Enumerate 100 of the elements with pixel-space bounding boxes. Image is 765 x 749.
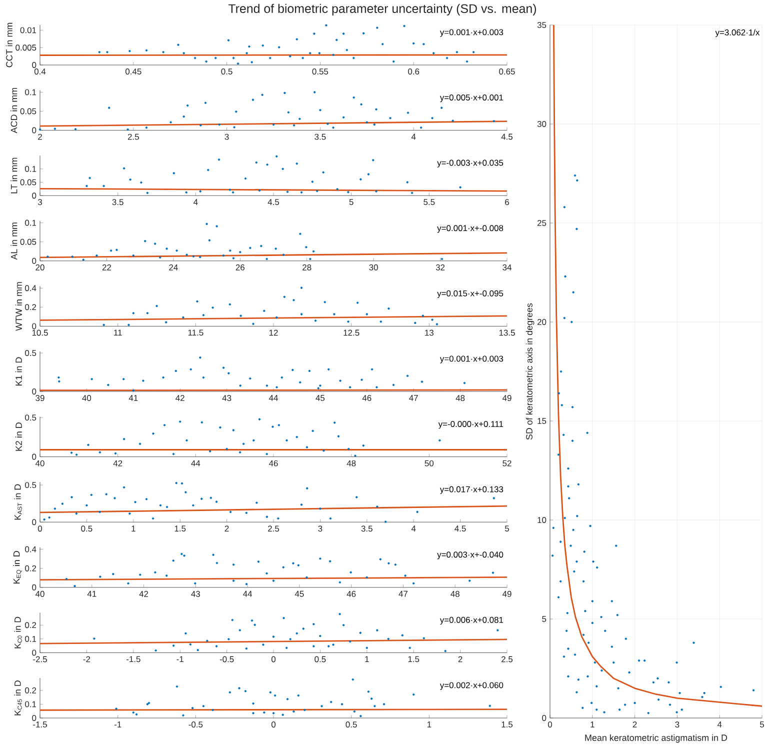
- annotation: y=0.003·x+-0.040: [437, 552, 504, 560]
- x-tick-label: 41: [87, 590, 96, 597]
- y-tick-label: 0.05: [20, 238, 36, 245]
- x-tick-label: 43: [222, 395, 232, 402]
- x-tick-label: 4: [717, 722, 722, 728]
- x-tick-label: 2: [458, 656, 462, 662]
- x-tick-label: 45: [316, 395, 325, 401]
- y-axis-title: K1 in D: [15, 357, 22, 386]
- y-tick-label: 0.1: [25, 701, 36, 708]
- x-tick-label: 24: [169, 264, 178, 270]
- y-tick-label: 10: [538, 517, 546, 523]
- y-tick-label: 0: [32, 62, 36, 68]
- x-tick-label: 5: [504, 526, 510, 532]
- x-tick-label: -2: [83, 656, 90, 662]
- x-tick-label: 40: [35, 590, 44, 597]
- y-tick-label: 0: [32, 454, 36, 460]
- x-tick-label: 49: [502, 395, 512, 402]
- x-tick-label: 0.5: [81, 526, 92, 532]
- annotation: y=0.015·x+-0.095: [437, 290, 504, 298]
- x-tick-label: 46: [268, 460, 278, 466]
- x-tick-label: 6: [505, 199, 509, 206]
- x-tick-label: 0: [548, 722, 552, 728]
- x-tick-label: 12: [269, 330, 278, 336]
- x-tick-label: 40: [82, 395, 92, 402]
- x-tick-label: 48: [346, 460, 356, 466]
- y-tick-label: 0.5: [25, 482, 36, 488]
- x-tick-label: 32: [436, 264, 445, 270]
- x-tick-label: 46: [346, 590, 356, 597]
- y-tick-label: 5: [542, 616, 546, 622]
- y-tick-label: 35: [537, 22, 546, 28]
- x-axis-title: Mean keratometric astigmatism in D: [585, 734, 728, 743]
- y-tick-label: 0: [32, 192, 36, 199]
- x-tick-label: 28: [302, 264, 312, 270]
- x-tick-label: 10.5: [32, 330, 48, 336]
- x-tick-label: 13: [425, 330, 434, 336]
- y-axis-title: WTW in mm: [15, 282, 22, 331]
- y-tick-label: 0: [32, 584, 36, 590]
- x-tick-label: -1.5: [126, 656, 140, 662]
- y-axis-title: AL in mm: [10, 222, 18, 260]
- x-tick-label: 44: [243, 590, 252, 597]
- x-tick-label: 1: [365, 656, 369, 662]
- annotation: y=0.005·x+0.001: [440, 94, 504, 102]
- x-tick-label: 4.5: [454, 526, 466, 532]
- x-tick-label: -0.5: [188, 722, 203, 728]
- x-tick-label: 4: [194, 199, 198, 205]
- x-tick-label: -1: [114, 722, 122, 728]
- x-tick-label: 2: [38, 134, 42, 140]
- x-tick-label: 22: [102, 264, 111, 270]
- y-tick-label: 25: [537, 220, 546, 226]
- x-tick-label: 0: [271, 722, 276, 728]
- y-tick-label: 0: [32, 323, 36, 330]
- x-tick-label: 48: [450, 590, 460, 597]
- x-tick-label: 30: [369, 264, 378, 270]
- x-tick-label: 5: [760, 722, 764, 728]
- x-tick-label: 50: [424, 460, 434, 466]
- x-tick-label: 1.5: [408, 656, 420, 662]
- x-tick-label: 45: [294, 590, 304, 597]
- x-tick-label: 1: [590, 722, 594, 728]
- x-tick-label: 0.65: [499, 68, 515, 74]
- x-tick-label: 40: [35, 460, 44, 466]
- x-tick-label: 0.6: [408, 68, 420, 74]
- y-tick-label: 0.5: [25, 414, 36, 421]
- x-tick-label: 0.5: [221, 68, 232, 74]
- x-tick-label: 0.45: [125, 68, 142, 74]
- x-tick-label: 47: [409, 395, 418, 401]
- y-axis-title: K2 in D: [15, 422, 22, 451]
- y-axis-title: ACD in mm: [10, 88, 18, 134]
- y-tick-label: 0.01: [20, 27, 36, 34]
- annotation: y=0.001·x+-0.008: [437, 225, 504, 233]
- x-tick-label: 5: [349, 199, 354, 206]
- y-tick-label: 0.5: [25, 350, 36, 356]
- y-tick-label: 0.1: [25, 636, 36, 642]
- x-tick-label: 42: [139, 590, 148, 597]
- x-tick-label: 34: [502, 264, 512, 270]
- y-tick-label: 0.2: [25, 304, 36, 310]
- y-tick-label: 0.1: [25, 220, 36, 226]
- x-tick-label: -2.5: [33, 656, 47, 662]
- y-axis-title: K$_{EQ}$ in D: [13, 551, 22, 584]
- x-tick-label: 3: [675, 722, 680, 728]
- y-tick-label: 0.05: [20, 108, 36, 114]
- x-tick-label: -0.5: [220, 656, 234, 662]
- x-tick-label: 3: [318, 526, 322, 532]
- y-tick-label: 0: [32, 388, 36, 394]
- y-tick-label: 0.2: [25, 565, 36, 572]
- x-tick-label: 4.5: [501, 134, 513, 140]
- x-tick-label: -1.5: [33, 722, 47, 728]
- y-tick-label: 30: [537, 121, 546, 127]
- x-tick-label: 2.5: [502, 656, 513, 662]
- x-tick-label: 2: [224, 526, 229, 532]
- y-tick-label: 0.05: [20, 179, 36, 186]
- x-tick-label: 1: [132, 526, 136, 532]
- x-tick-label: 4: [411, 526, 416, 532]
- x-tick-label: 47: [398, 590, 408, 597]
- y-tick-label: 0.005: [16, 44, 36, 51]
- x-tick-label: 26: [236, 264, 244, 270]
- x-tick-label: -1: [176, 656, 184, 662]
- y-tick-label: 0: [32, 650, 36, 656]
- annotation: y=0.006·x+0.081: [440, 616, 504, 625]
- y-axis-title: LT in mm: [10, 158, 18, 194]
- y-axis-title: CCT in mm: [6, 22, 12, 68]
